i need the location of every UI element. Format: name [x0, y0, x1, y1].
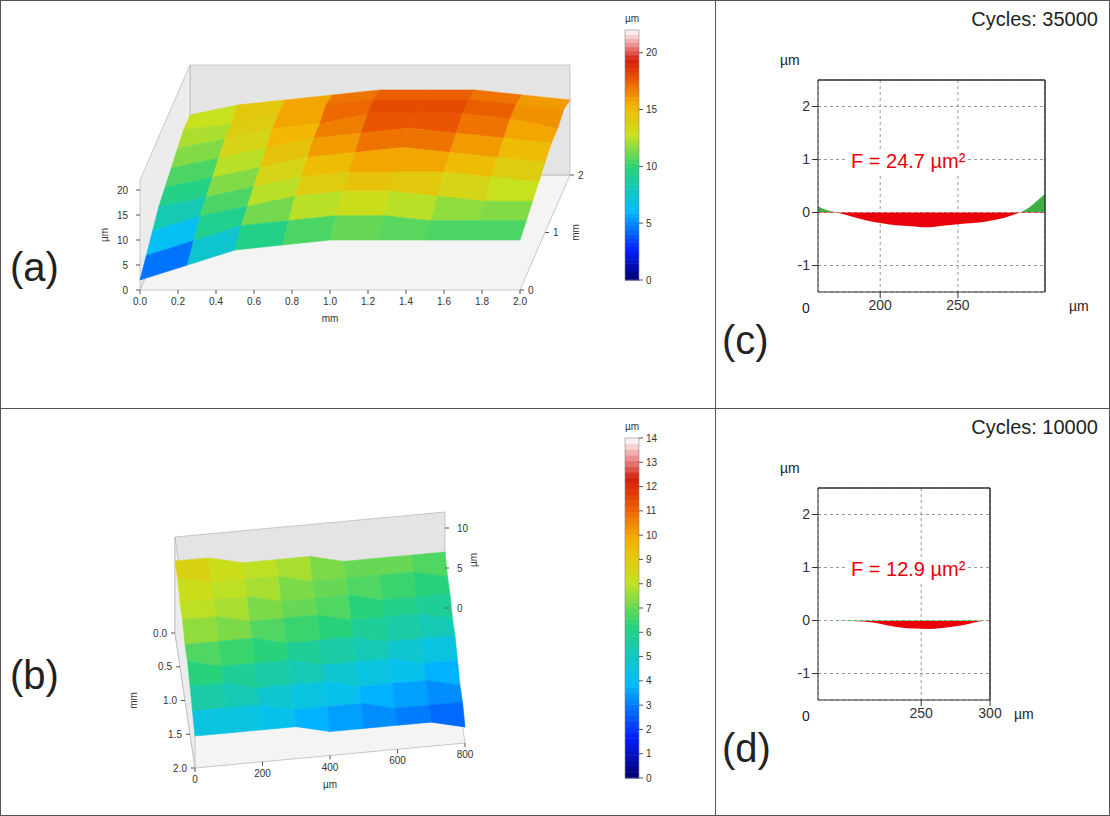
svg-text:200: 200: [869, 297, 893, 313]
svg-text:0.4: 0.4: [209, 296, 223, 307]
svg-text:4: 4: [646, 675, 652, 686]
svg-text:0: 0: [122, 285, 128, 296]
svg-text:-1: -1: [798, 257, 811, 273]
svg-text:2.0: 2.0: [513, 296, 527, 307]
svg-text:mm: mm: [128, 692, 139, 709]
svg-text:0.0: 0.0: [153, 628, 167, 639]
svg-text:1: 1: [646, 748, 652, 759]
svg-text:600: 600: [389, 755, 406, 766]
svg-text:0: 0: [802, 612, 810, 628]
svg-text:20: 20: [117, 185, 129, 196]
html-text:F = 24.7 µm²: F = 24.7 µm²: [851, 150, 966, 172]
svg-text:0: 0: [646, 275, 652, 286]
html-text:(c): (c): [722, 318, 769, 362]
svg-text:µm: µm: [625, 421, 639, 432]
svg-text:10: 10: [117, 235, 129, 246]
svg-text:1.5: 1.5: [168, 729, 182, 740]
svg-text:200: 200: [254, 768, 271, 779]
svg-text:10: 10: [646, 530, 658, 541]
svg-text:0: 0: [646, 773, 652, 784]
svg-text:250: 250: [946, 297, 970, 313]
svg-text:0.2: 0.2: [171, 296, 185, 307]
svg-text:mm: mm: [322, 313, 339, 324]
html-text:0: 0: [802, 708, 810, 724]
svg-text:0.5: 0.5: [158, 661, 172, 672]
svg-text:5: 5: [646, 651, 652, 662]
svg-text:400: 400: [322, 762, 339, 773]
svg-text:mm: mm: [570, 224, 581, 241]
svg-text:1.4: 1.4: [399, 296, 413, 307]
svg-text:1.8: 1.8: [475, 296, 489, 307]
svg-text:1: 1: [553, 227, 559, 238]
svg-text:5: 5: [457, 563, 463, 574]
svg-text:2: 2: [578, 170, 584, 181]
html-text:Cycles: 10000: Cycles: 10000: [971, 416, 1098, 438]
svg-text:2: 2: [802, 506, 810, 522]
html-text:µm: µm: [1069, 298, 1089, 314]
svg-text:300: 300: [978, 705, 1002, 721]
svg-text:0: 0: [528, 285, 534, 296]
svg-text:250: 250: [910, 705, 934, 721]
svg-text:1.0: 1.0: [163, 695, 177, 706]
svg-text:5: 5: [646, 218, 652, 229]
svg-text:5: 5: [122, 260, 128, 271]
svg-text:800: 800: [457, 749, 474, 760]
svg-text:µm: µm: [625, 13, 639, 24]
svg-text:2.0: 2.0: [173, 763, 187, 774]
html-text:µm: µm: [1014, 706, 1034, 722]
svg-text:6: 6: [646, 627, 652, 638]
svg-text:7: 7: [646, 603, 652, 614]
svg-text:14: 14: [646, 433, 658, 444]
svg-text:11: 11: [646, 505, 657, 516]
svg-text:2: 2: [802, 98, 810, 114]
svg-text:12: 12: [646, 481, 658, 492]
html-text:F = 12.9 µm²: F = 12.9 µm²: [851, 558, 966, 580]
svg-text:µm: µm: [323, 779, 337, 790]
svg-text:2: 2: [646, 724, 652, 735]
html-text:(b): (b): [10, 653, 59, 697]
svg-text:0: 0: [192, 774, 198, 785]
html-text:0: 0: [802, 300, 810, 316]
svg-text:1.0: 1.0: [323, 296, 337, 307]
svg-text:1: 1: [802, 151, 810, 167]
html-text:Cycles: 35000: Cycles: 35000: [971, 8, 1098, 30]
svg-text:0: 0: [802, 204, 810, 220]
svg-text:-1: -1: [798, 665, 811, 681]
html-text:(d): (d): [722, 726, 771, 770]
svg-text:20: 20: [646, 47, 658, 58]
svg-text:µm: µm: [99, 228, 110, 242]
svg-text:13: 13: [646, 457, 658, 468]
svg-text:0.8: 0.8: [285, 296, 299, 307]
svg-text:µm: µm: [468, 553, 479, 567]
svg-text:15: 15: [117, 210, 129, 221]
svg-text:1.2: 1.2: [361, 296, 375, 307]
svg-text:3: 3: [646, 700, 652, 711]
svg-text:9: 9: [646, 554, 652, 565]
svg-text:10: 10: [646, 161, 658, 172]
svg-text:1.6: 1.6: [437, 296, 451, 307]
html-text:µm: µm: [780, 52, 800, 68]
svg-text:15: 15: [646, 104, 658, 115]
html-text:(a): (a): [10, 245, 59, 289]
svg-text:0.6: 0.6: [247, 296, 261, 307]
svg-text:1: 1: [802, 559, 810, 575]
svg-text:8: 8: [646, 578, 652, 589]
svg-text:0.0: 0.0: [133, 296, 147, 307]
svg-text:10: 10: [457, 523, 469, 534]
html-text:µm: µm: [780, 460, 800, 476]
svg-text:0: 0: [457, 603, 463, 614]
